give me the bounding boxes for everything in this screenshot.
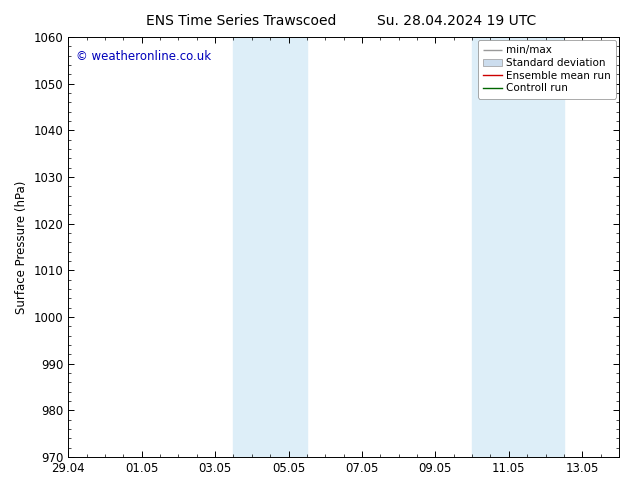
Text: © weatheronline.co.uk: © weatheronline.co.uk — [77, 50, 212, 63]
Legend: min/max, Standard deviation, Ensemble mean run, Controll run: min/max, Standard deviation, Ensemble me… — [478, 40, 616, 98]
Y-axis label: Surface Pressure (hPa): Surface Pressure (hPa) — [15, 180, 28, 314]
Text: ENS Time Series Trawscoed: ENS Time Series Trawscoed — [146, 14, 336, 28]
Bar — [233, 37, 307, 457]
Bar — [472, 37, 564, 457]
Text: Su. 28.04.2024 19 UTC: Su. 28.04.2024 19 UTC — [377, 14, 536, 28]
